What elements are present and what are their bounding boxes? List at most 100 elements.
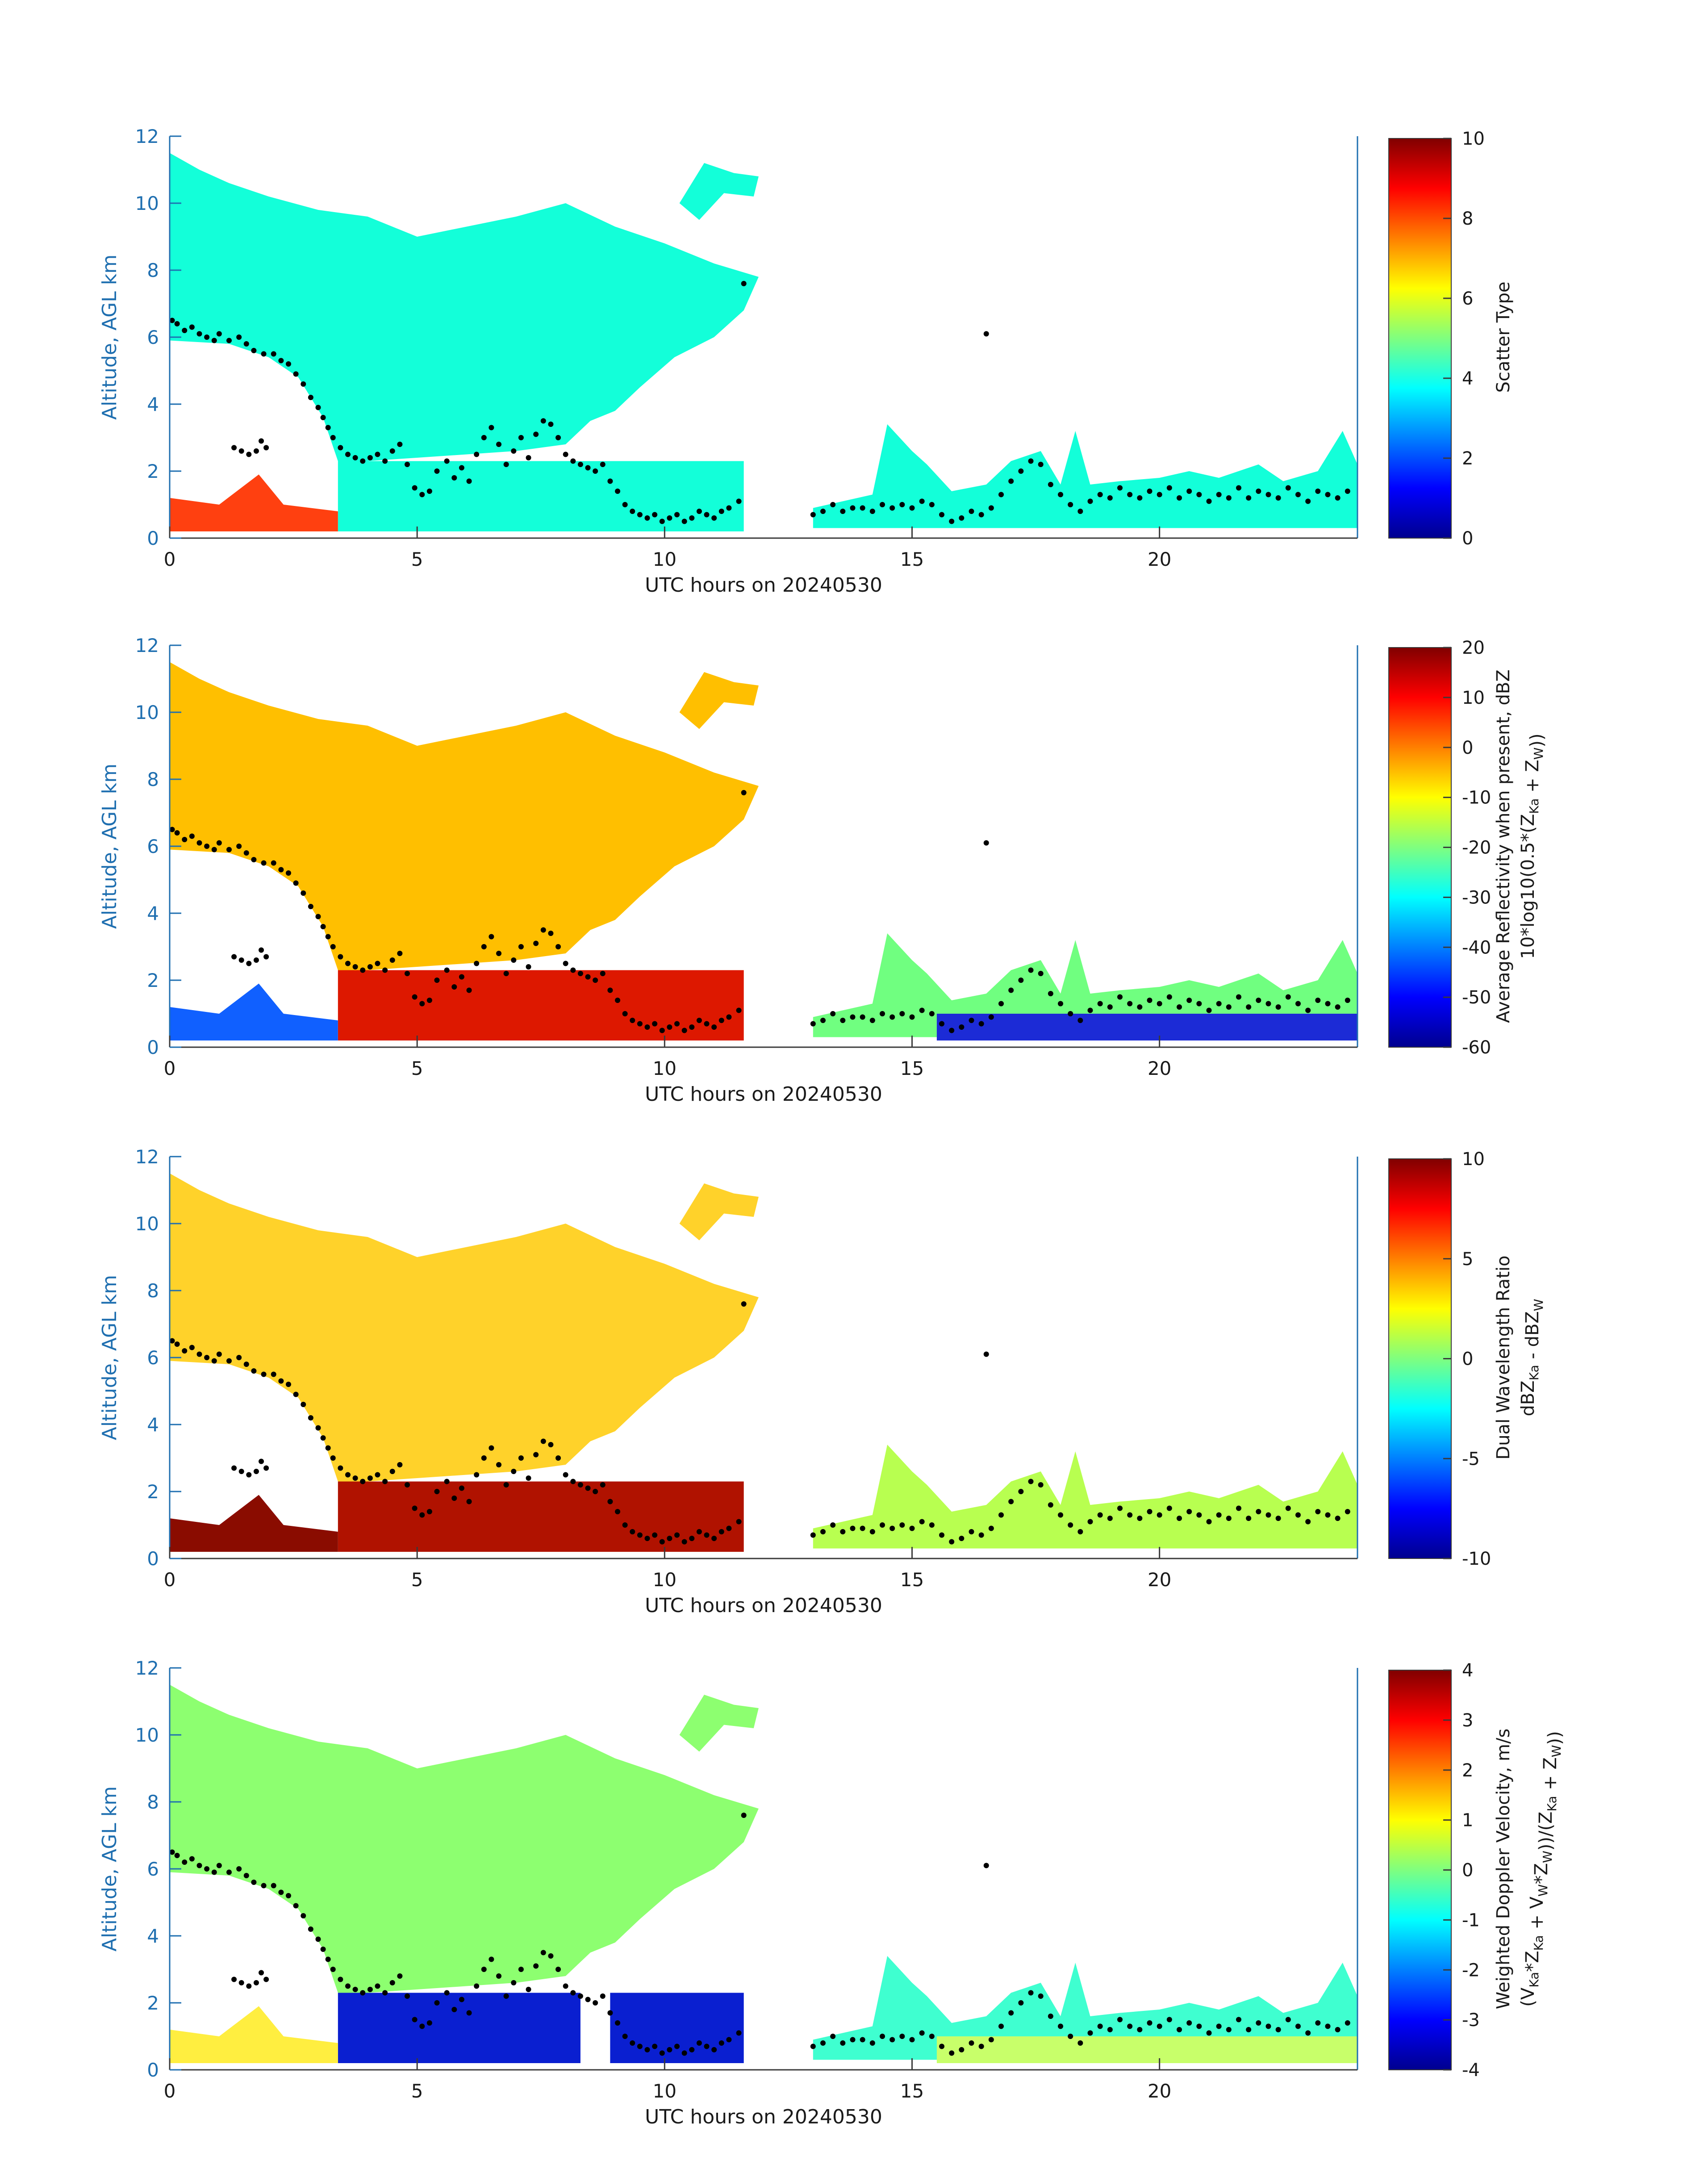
cloud-base-point	[1305, 1007, 1311, 1013]
cloud-base-point	[352, 964, 358, 969]
cloud-base-point	[548, 1953, 554, 1959]
cloud-base-point	[998, 1001, 1004, 1007]
cloud-base-point	[1018, 2000, 1024, 2006]
colorbar-tick-label: -50	[1462, 987, 1491, 1008]
cloud-base-point	[726, 2037, 732, 2043]
cloud-base-point	[189, 324, 195, 330]
cloud-base-point	[1196, 2023, 1202, 2029]
cloud-base-point	[1206, 498, 1212, 504]
cloud-base-point	[949, 2050, 955, 2056]
low-cloud-point	[246, 961, 252, 966]
cloud-base-point	[959, 2047, 965, 2052]
cloud-base-point	[496, 442, 502, 447]
cloud-base-point	[419, 492, 425, 497]
cloud-base-point	[382, 1990, 388, 1996]
cloud-base-point	[216, 1863, 222, 1868]
cloud-base-points	[169, 1301, 1350, 1545]
cloud-base-point	[1127, 1512, 1133, 1518]
cloud-base-point	[174, 1853, 180, 1858]
colorbar-tick-label: -10	[1462, 788, 1491, 808]
cloud-base-point	[637, 512, 643, 518]
cloud-base-point	[850, 1525, 856, 1531]
colorbar-tick-label: 10	[1462, 688, 1485, 708]
cloud-base-point	[1285, 994, 1291, 1000]
cloud-base-point	[375, 1983, 380, 1989]
cloud-base-point	[360, 967, 366, 973]
cloud-base-point	[667, 1024, 672, 1030]
cloud-base-point	[518, 944, 524, 949]
cloud-base-point	[1127, 492, 1133, 497]
cloud-base-point	[459, 1485, 464, 1491]
colorbar-tick-label: -60	[1462, 1037, 1491, 1058]
cloud-base-point	[243, 1873, 249, 1878]
cloud-base-point	[251, 1880, 257, 1885]
cloud-base-point	[1236, 485, 1241, 491]
cloud-base-point	[1206, 1519, 1212, 1525]
cloud-base-point	[548, 422, 554, 427]
boundary-layer-region	[170, 983, 338, 1040]
low-cloud-point	[238, 1469, 244, 1474]
cloud-base-point	[360, 1479, 366, 1484]
cloud-base-point	[315, 405, 321, 410]
cloud-base-point	[236, 844, 242, 849]
low-cloud-point	[238, 1980, 244, 1985]
cloud-base-point	[526, 964, 531, 969]
cloud-base-point	[389, 1980, 395, 1985]
cloud-base-point	[1107, 1004, 1113, 1010]
low-cloud-point	[246, 451, 252, 457]
cloud-base-point	[696, 1529, 702, 1534]
cloud-base-point	[840, 2040, 846, 2046]
cloud-base-point	[308, 904, 313, 909]
cloud-base-point	[308, 1415, 313, 1421]
cloud-base-point	[503, 1993, 509, 1999]
cloud-base-point	[518, 435, 524, 440]
cloud-base-point	[211, 1869, 217, 1875]
cloud-base-point	[419, 1001, 425, 1007]
cloud-base-point	[667, 1536, 672, 1541]
cloud-base-point	[426, 1509, 432, 1514]
cloud-base-point	[741, 790, 747, 795]
cloud-base-point	[518, 1455, 524, 1461]
cloud-base-point	[278, 1889, 284, 1895]
cloud-base-point	[533, 1452, 539, 1458]
y-tick-label: 8	[147, 259, 159, 281]
cloud-base-point	[622, 1011, 628, 1016]
cloud-base-point	[1315, 489, 1321, 494]
cloud-base-point	[840, 509, 846, 514]
cloud-base-point	[988, 2037, 994, 2043]
cloud-base-point	[622, 1522, 628, 1528]
cloud-base-point	[563, 1472, 568, 1478]
cloud-base-point	[630, 1529, 635, 1534]
cloud-base-point	[204, 1355, 210, 1360]
cloud-base-point	[261, 860, 267, 866]
cloud-base-point	[850, 2037, 856, 2043]
cloud-base-point	[736, 1519, 742, 1525]
cloud-base-point	[577, 1993, 583, 1999]
x-tick-label: 0	[164, 1569, 176, 1591]
cloud-base-point	[236, 1866, 242, 1872]
cloud-base-point	[1275, 495, 1281, 501]
cloud-base-point	[496, 951, 502, 956]
y-tick-label: 0	[147, 1036, 159, 1058]
colorbar-tick-label: -3	[1462, 2010, 1480, 2031]
cloud-base-point	[1275, 2027, 1281, 2032]
cloud-base-points	[169, 281, 1350, 524]
x-tick-label: 10	[653, 1569, 677, 1591]
cloud-base-point	[1147, 489, 1153, 494]
cloud-base-point	[1216, 1001, 1222, 1007]
cloud-base-point	[540, 418, 546, 424]
cloud-base-point	[1265, 1512, 1271, 1518]
cloud-base-point	[969, 2040, 974, 2046]
cloud-base-point	[375, 451, 380, 457]
cloud-base-point	[426, 2020, 432, 2026]
y-tick-label: 10	[135, 1724, 159, 1746]
colorbar-tick-label: 6	[1462, 288, 1473, 309]
cloud-base-point	[315, 914, 321, 919]
cloud-base-point	[600, 462, 606, 467]
low-cloud-point	[259, 1458, 264, 1464]
heatmap-field	[170, 662, 1357, 1040]
cloud-base-point	[919, 498, 925, 504]
cloud-base-point	[840, 1529, 846, 1534]
cloud-base-point	[555, 944, 561, 949]
